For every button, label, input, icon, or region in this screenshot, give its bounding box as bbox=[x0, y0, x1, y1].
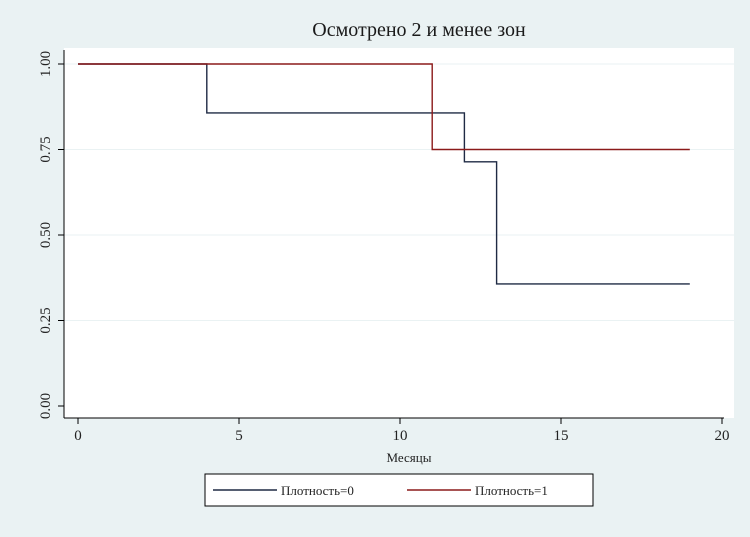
x-tick-label: 5 bbox=[235, 428, 243, 444]
series-lines bbox=[78, 63, 690, 285]
x-tick-label: 15 bbox=[554, 428, 569, 444]
y-tick-label: 1.00 bbox=[38, 51, 54, 77]
legend: Плотность=0 Плотность=1 bbox=[204, 473, 594, 507]
x-tick-label: 20 bbox=[715, 428, 730, 444]
series-line-0 bbox=[78, 63, 690, 285]
legend-label-0: Плотность=0 bbox=[281, 483, 354, 498]
legend-label-1: Плотность=1 bbox=[475, 483, 548, 498]
y-tick-label: 0.50 bbox=[38, 222, 54, 248]
series-line-1 bbox=[78, 63, 690, 151]
x-tick-label: 0 bbox=[74, 428, 82, 444]
y-tick-label: 0.00 bbox=[38, 393, 54, 419]
y-tick-label: 0.75 bbox=[38, 136, 54, 162]
x-axis-label: Месяцы bbox=[387, 450, 432, 465]
plot-area bbox=[64, 48, 734, 418]
y-tick-label: 0.25 bbox=[38, 307, 54, 333]
chart-title: Осмотрено 2 и менее зон bbox=[312, 19, 526, 41]
x-tick-label: 10 bbox=[393, 428, 408, 444]
axes: 0.00 0.25 0.50 0.75 1.00 0 5 10 15 20 bbox=[38, 50, 730, 444]
